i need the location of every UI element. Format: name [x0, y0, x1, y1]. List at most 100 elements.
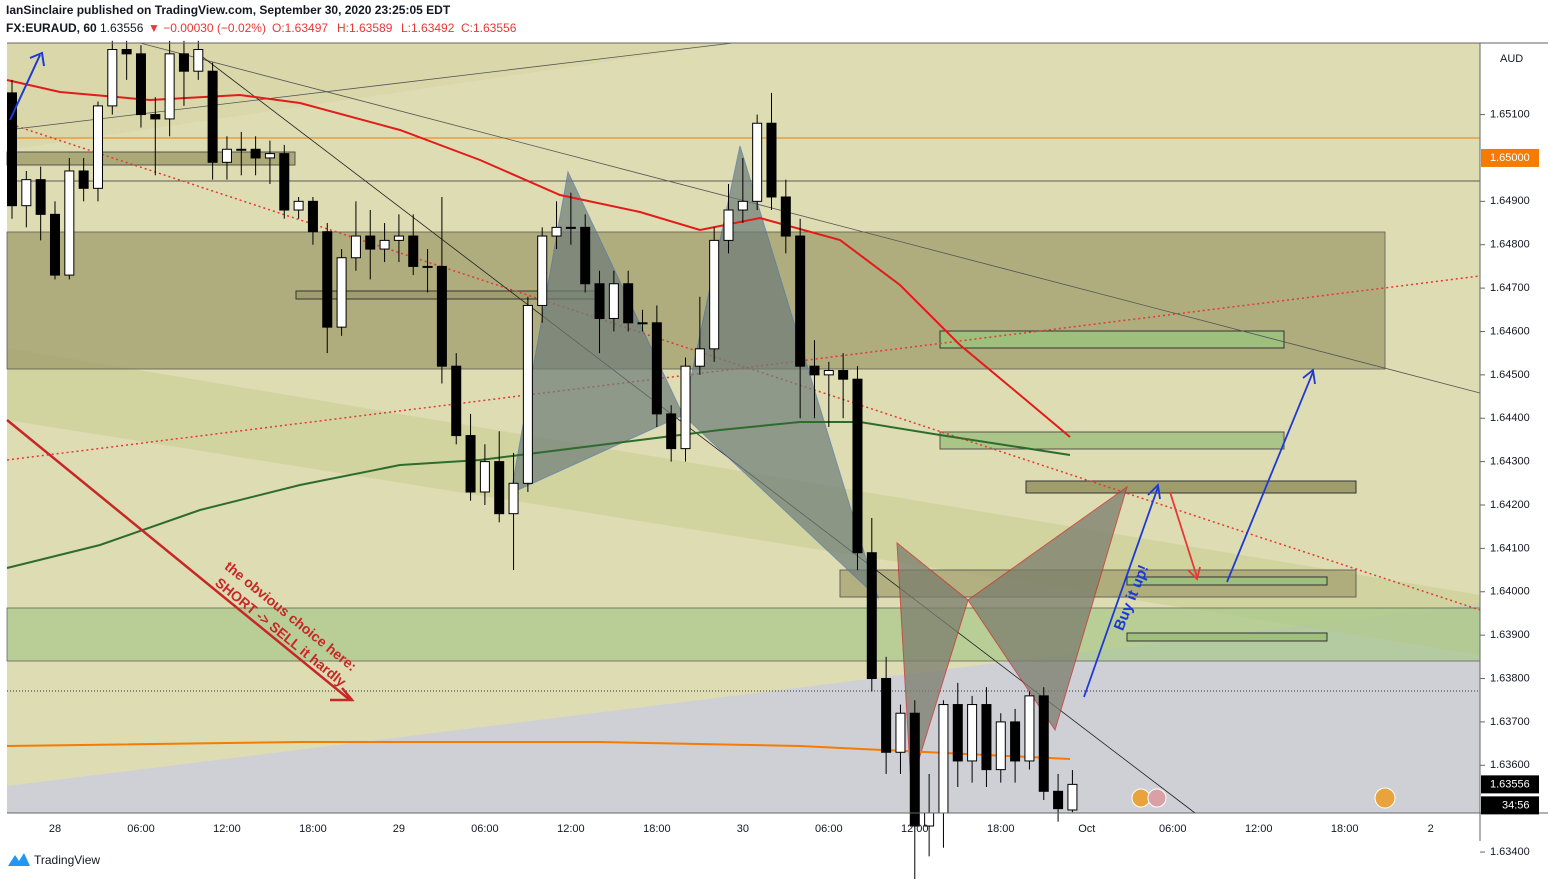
candle-body	[64, 170, 75, 276]
time-axis: 28 06:00 12:00 18:00 29 06:00 12:00 18:00 30 06:0…	[49, 823, 1434, 835]
candle-body	[7, 92, 17, 207]
candle-body	[408, 235, 419, 267]
candle-body	[551, 226, 562, 237]
y-tick-label: 1.63400	[1490, 846, 1530, 858]
x-tick-label: 30	[737, 823, 749, 835]
candle-body	[709, 239, 720, 350]
candle-body	[594, 283, 605, 319]
candle-body	[895, 712, 906, 753]
candle-body	[795, 235, 806, 367]
candle-body	[465, 435, 476, 493]
candle-body	[852, 378, 863, 554]
candle-body	[881, 678, 892, 753]
zone	[1126, 632, 1328, 642]
y-tick-label: 1.64600	[1490, 325, 1530, 337]
candle-body	[221, 148, 232, 163]
candle-body	[193, 49, 204, 72]
candle-body	[752, 122, 763, 202]
x-tick-label: 06:00	[1159, 823, 1187, 835]
event-icon	[1131, 788, 1151, 808]
y-tick-label: 1.63800	[1490, 672, 1530, 684]
y-tick-label: 1.64700	[1490, 282, 1530, 294]
zone	[939, 330, 1285, 349]
symbol: FX:EURAUD, 60	[6, 21, 97, 35]
y-tick-label: 1.64400	[1490, 412, 1530, 424]
x-tick-label: 06:00	[127, 823, 155, 835]
y-tick-label: 1.64300	[1490, 456, 1530, 468]
candle-body	[1038, 695, 1049, 792]
candle-body	[637, 322, 648, 325]
candle-body	[952, 704, 963, 762]
open: O:1.63497	[272, 21, 328, 35]
candle-body	[78, 170, 89, 189]
candle-body	[35, 179, 46, 215]
footer: TradingView	[34, 853, 100, 867]
candle-body	[92, 105, 103, 189]
header-published: IanSinclaire published on TradingView.co…	[6, 3, 451, 17]
arrow	[1169, 491, 1201, 581]
x-tick-label: 12:00	[213, 823, 241, 835]
close: C:1.63556	[461, 21, 517, 35]
candle-body	[1067, 783, 1078, 811]
x-tick-label: 2	[1428, 823, 1434, 835]
x-tick-label: 29	[393, 823, 405, 835]
x-tick-label: 06:00	[815, 823, 843, 835]
x-tick-label: 18:00	[643, 823, 671, 835]
candle-body	[336, 257, 347, 328]
candle-body	[737, 200, 748, 211]
price-tag-label: 1.63556	[1490, 778, 1530, 790]
y-tick-label: 1.64800	[1490, 239, 1530, 251]
candle-body	[522, 304, 533, 484]
high: H:1.63589	[337, 21, 393, 35]
candle-body	[981, 704, 992, 771]
candle-body	[938, 704, 949, 814]
candle-body	[422, 265, 433, 268]
last-price: 1.63556	[100, 21, 144, 35]
zone	[939, 431, 1285, 450]
candle-body	[608, 283, 619, 319]
y-tick-label: 1.64000	[1490, 586, 1530, 598]
event-icon	[1374, 787, 1396, 809]
candle-body	[651, 322, 662, 415]
candle-body	[666, 413, 677, 450]
candle-body	[580, 226, 591, 285]
y-tick-label: 1.65100	[1490, 108, 1530, 120]
candle-body	[207, 70, 218, 163]
price-axis-labels: 1.633001.634001.636001.637001.638001.639…	[1480, 108, 1530, 858]
candle-body	[436, 265, 447, 367]
candle-body	[809, 365, 820, 376]
symbol-line: FX:EURAUD, 60 1.63556 ▼ −0.00030 (−0.02%…	[6, 21, 517, 35]
y-tick-label: 1.64500	[1490, 369, 1530, 381]
x-tick-label: 12:00	[1245, 823, 1273, 835]
event-icon	[1147, 788, 1167, 808]
candle-body	[178, 53, 189, 72]
price-tag-label: 1.65000	[1490, 152, 1530, 164]
y-tick-label: 1.63900	[1490, 629, 1530, 641]
candle-body	[307, 200, 318, 233]
buy-arrow	[1083, 483, 1161, 698]
candle-body	[121, 49, 132, 55]
y-tick-label: 1.63700	[1490, 716, 1530, 728]
candle-body	[264, 153, 275, 159]
x-tick-label: 28	[49, 823, 61, 835]
currency: AUD	[1500, 53, 1523, 65]
candle-body	[494, 461, 505, 515]
candle-body	[293, 200, 304, 211]
candle-body	[479, 461, 490, 493]
countdown: 34:56	[1502, 799, 1530, 811]
candle-body	[537, 235, 548, 306]
price-tag	[1481, 148, 1539, 167]
candle-body	[393, 235, 404, 241]
y-tick-label: 1.63600	[1490, 759, 1530, 771]
trend-line	[139, 42, 1481, 394]
candle-body	[508, 482, 519, 515]
candle-body	[250, 148, 261, 159]
candle-body	[322, 231, 333, 328]
candle-body	[379, 239, 390, 250]
price-tag	[1481, 775, 1539, 794]
arrow	[9, 51, 45, 121]
candle-body	[780, 196, 791, 237]
candle-body	[623, 283, 634, 324]
price-axis	[1480, 43, 1548, 813]
